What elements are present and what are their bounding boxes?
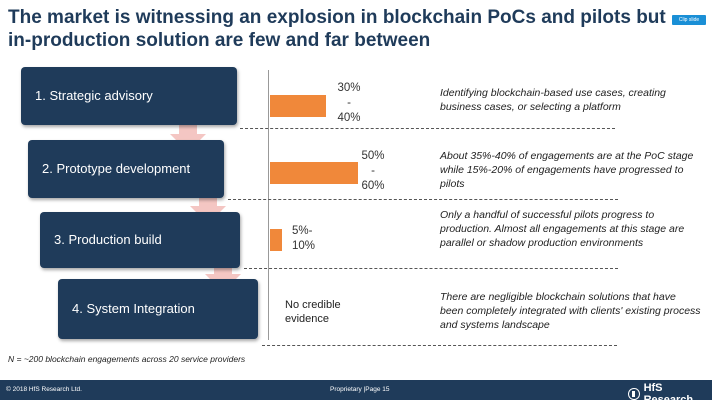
step-prototype-development: 2. Prototype development	[28, 140, 224, 198]
step-production-build: 3. Production build	[40, 212, 240, 268]
page-title: The market is witnessing an explosion in…	[8, 7, 666, 51]
chart-axis-line	[268, 70, 269, 340]
range-dash-label: -	[347, 97, 351, 109]
step-system-integration: 4. System Integration	[58, 279, 258, 339]
range-low-label: 50%	[361, 150, 385, 162]
step-label: 2. Prototype development	[42, 161, 191, 176]
row-divider	[228, 199, 618, 200]
range-high-label: 60%	[361, 180, 385, 192]
bar-range-label: 5%- 10%	[292, 224, 322, 254]
down-arrow-icon	[190, 190, 226, 224]
logo-text: HfS Research	[643, 382, 694, 400]
page-number: Proprietary |Page 15	[330, 386, 390, 393]
range-high-label: 40%	[337, 112, 361, 124]
bar-range-label: 50% - 60%	[358, 149, 388, 194]
range-low-label: 5%-	[292, 225, 313, 237]
logo-mark-icon	[628, 388, 640, 400]
step-label: 1. Strategic advisory	[35, 88, 153, 103]
range-dash-label: -	[371, 165, 375, 177]
bar-2	[270, 162, 358, 184]
range-high-label: 10%	[292, 240, 316, 252]
step-description: Only a handful of successful pilots prog…	[440, 209, 685, 249]
step-description: About 35%-40% of engagements are at the …	[440, 150, 694, 190]
down-arrow-icon	[170, 118, 206, 152]
clip-slide-button[interactable]: Clip slide	[672, 15, 706, 25]
step-strategic-advisory: 1. Strategic advisory	[21, 67, 237, 125]
footer-bar: © 2018 HfS Research Ltd. Proprietary |Pa…	[0, 380, 712, 400]
row-divider	[262, 345, 617, 346]
bar-3	[270, 229, 282, 251]
step-description: Identifying blockchain-based use cases, …	[440, 87, 666, 113]
bar-range-label: 30% - 40%	[334, 81, 364, 126]
copyright-text: © 2018 HfS Research Ltd.	[6, 386, 82, 393]
bar-1	[270, 95, 326, 117]
no-evidence-label: No credible evidence	[285, 299, 341, 325]
step-label: 4. System Integration	[72, 301, 195, 316]
row-divider	[244, 268, 618, 269]
hfs-logo: HfS Research	[628, 382, 712, 400]
engagement-bar-chart	[270, 95, 358, 251]
step-description: There are negligible blockchain solution…	[440, 291, 701, 331]
footnote: N = ~200 blockchain engagements across 2…	[8, 354, 246, 364]
range-low-label: 30%	[337, 82, 361, 94]
row-divider	[240, 128, 615, 129]
step-label: 3. Production build	[54, 232, 162, 247]
